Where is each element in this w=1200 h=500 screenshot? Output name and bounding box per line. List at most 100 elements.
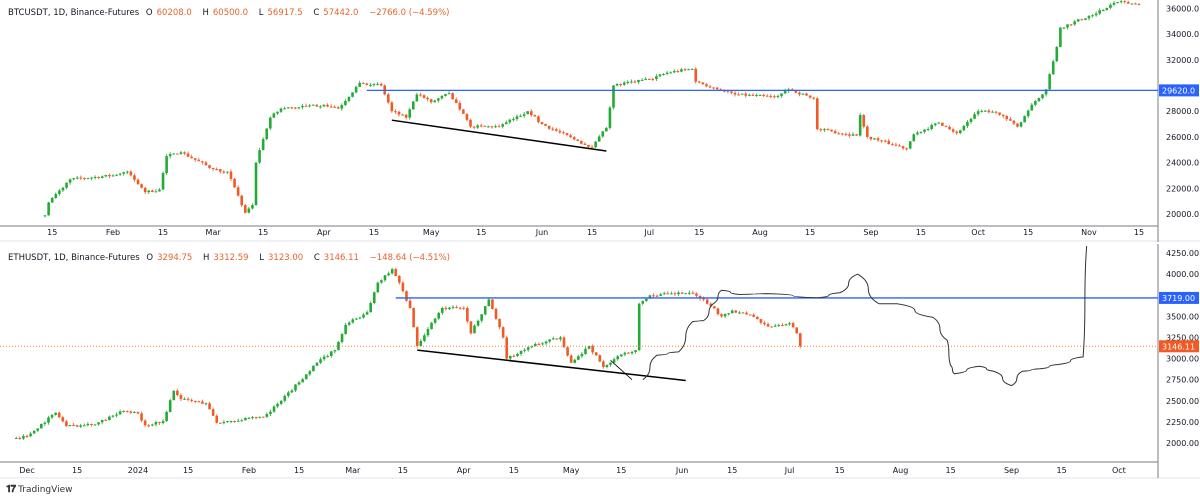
price-tick-label: 22000.0: [1166, 184, 1199, 193]
candle: [380, 279, 383, 284]
candle-body: [197, 401, 201, 403]
candle-body: [448, 307, 451, 310]
candle: [1094, 11, 1098, 17]
candle-body: [25, 436, 29, 438]
candle: [776, 94, 780, 99]
candle-body: [176, 153, 179, 155]
candle-body: [122, 410, 125, 412]
candle: [516, 352, 519, 358]
candle-body: [680, 69, 683, 72]
candle: [923, 129, 926, 134]
candle-body: [301, 105, 304, 108]
candle: [301, 377, 304, 383]
candle-body: [140, 413, 143, 421]
candle-body: [498, 318, 501, 328]
candle-body: [208, 403, 211, 410]
candle-body: [208, 165, 211, 168]
candle-body: [258, 150, 261, 163]
candle-body: [54, 412, 57, 415]
candle-body: [82, 425, 86, 427]
candle-body: [86, 178, 90, 180]
candle-body: [401, 282, 405, 292]
candle-body: [190, 156, 193, 159]
candle-body: [504, 122, 508, 125]
candle-body: [723, 90, 726, 92]
candle-body: [430, 322, 433, 330]
candle: [777, 323, 781, 327]
time-tick-label: Sep: [1004, 466, 1019, 475]
candle: [240, 194, 243, 208]
candle-body: [734, 310, 738, 313]
candle: [594, 351, 598, 357]
candle-body: [390, 102, 394, 112]
candle: [576, 139, 580, 142]
eth-change: −148.64 (−4.51%): [369, 253, 450, 263]
candle: [615, 83, 619, 87]
candle-body: [340, 105, 344, 109]
time-tick-label: 15: [258, 228, 268, 237]
candle-body: [1044, 89, 1048, 95]
candle: [494, 124, 497, 128]
time-tick-label: 15: [294, 466, 304, 475]
candle-body: [426, 329, 430, 336]
candle-body: [354, 86, 358, 93]
candle: [333, 105, 336, 109]
candle-body: [1009, 119, 1012, 121]
candle: [283, 106, 286, 110]
candle-body: [412, 307, 415, 328]
candle: [519, 114, 522, 117]
candle: [855, 133, 858, 136]
candle-body: [355, 318, 358, 320]
btc-symbol: BTCUSDT, 1D, Binance-Futures: [8, 8, 140, 18]
candle: [290, 106, 294, 110]
candle-body: [758, 94, 762, 96]
candle-body: [240, 420, 244, 422]
candle: [133, 411, 136, 414]
candle: [695, 292, 698, 298]
candle: [251, 203, 254, 210]
candle: [651, 77, 655, 81]
candle-body: [587, 144, 590, 147]
candle-body: [451, 93, 454, 100]
candle: [526, 345, 530, 352]
candle-body: [755, 95, 758, 97]
candle-body: [494, 126, 497, 128]
candle-body: [901, 146, 905, 149]
candle-body: [680, 292, 684, 294]
candle: [1048, 72, 1051, 90]
candle-body: [540, 122, 544, 125]
candle-body: [1087, 16, 1091, 19]
candle-body: [419, 340, 423, 346]
candle: [858, 112, 862, 137]
candle: [61, 186, 65, 192]
candle: [358, 316, 362, 320]
candle-body: [783, 90, 787, 94]
candle: [544, 340, 548, 346]
candle: [322, 354, 326, 362]
candle: [226, 171, 229, 174]
candle: [86, 422, 90, 427]
candle-body: [397, 111, 401, 115]
candle: [480, 314, 483, 323]
candle-body: [752, 314, 756, 317]
candle: [565, 132, 569, 136]
candle-body: [415, 94, 419, 102]
candle: [329, 104, 333, 108]
candle-body: [765, 95, 769, 97]
candle: [462, 306, 466, 310]
candle-body: [233, 178, 236, 188]
candle-body: [111, 175, 115, 177]
candle-body: [994, 111, 998, 113]
candle-body: [526, 347, 530, 350]
candle-body: [183, 398, 186, 400]
candle: [330, 350, 333, 358]
candle: [669, 71, 672, 74]
time-tick-label: 2024: [128, 466, 148, 475]
candle: [469, 321, 473, 335]
candle: [708, 84, 712, 89]
candle-body: [122, 172, 126, 174]
candle-body: [458, 307, 462, 309]
candle: [737, 92, 740, 96]
candle-body: [651, 79, 655, 81]
